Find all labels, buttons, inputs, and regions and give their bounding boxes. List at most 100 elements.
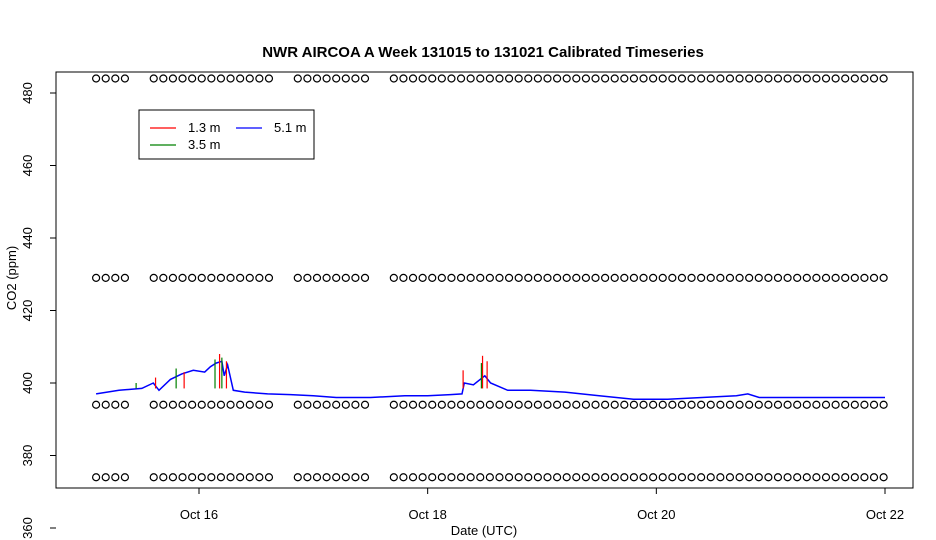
calibration-marker — [649, 473, 658, 482]
calibration-marker — [476, 473, 485, 482]
calibration-marker — [668, 473, 677, 482]
legend-label: 5.1 m — [274, 120, 307, 135]
calibration-marker — [236, 74, 245, 83]
chart-title: NWR AIRCOA A Week 131015 to 131021 Calib… — [262, 44, 704, 61]
calibration-marker — [485, 74, 494, 83]
calibration-marker — [495, 473, 504, 482]
calibration-marker — [264, 74, 274, 83]
y-tick-label: 400 — [20, 372, 35, 394]
calibration-marker — [351, 273, 360, 282]
calibration-marker — [428, 473, 437, 482]
calibration-marker — [649, 273, 658, 282]
calibration-marker — [226, 273, 235, 282]
calibration-marker — [860, 74, 869, 83]
calibration-marker — [841, 74, 850, 83]
calibration-marker — [408, 273, 418, 282]
calibration-marker — [860, 400, 869, 409]
calibration-marker — [245, 273, 254, 282]
calibration-marker — [725, 74, 735, 83]
calibration-marker — [812, 400, 821, 409]
calibration-marker — [351, 400, 360, 409]
calibration-marker — [341, 273, 350, 282]
calibration-marker — [745, 273, 754, 282]
calibration-marker — [188, 473, 197, 482]
x-tick-label: Oct 22 — [866, 507, 904, 522]
calibration-marker — [197, 273, 206, 282]
calibration-marker — [879, 400, 888, 409]
calibration-marker — [408, 473, 418, 482]
calibration-marker — [332, 273, 341, 282]
calibration-marker — [543, 74, 552, 83]
calibration-marker — [552, 473, 562, 482]
calibration-marker — [620, 400, 629, 409]
calibration-marker — [101, 74, 110, 83]
calibration-marker — [601, 74, 610, 83]
legend: 1.3 m 3.5 m 5.1 m — [138, 109, 315, 160]
calibration-marker — [168, 273, 178, 282]
calibration-marker — [754, 400, 763, 409]
calibration-marker — [620, 273, 629, 282]
calibration-marker — [293, 473, 302, 482]
calibration-marker — [159, 273, 168, 282]
calibration-marker — [879, 74, 888, 83]
calibration-marker — [178, 400, 187, 409]
calibration-marker — [236, 273, 245, 282]
calibration-marker — [293, 400, 302, 409]
calibration-marker — [562, 473, 571, 482]
calibration-marker — [111, 273, 120, 282]
calibration-marker — [552, 273, 562, 282]
calibration-marker — [821, 400, 831, 409]
calibration-marker — [610, 273, 619, 282]
calibration-marker — [735, 473, 744, 482]
calibration-marker — [418, 74, 427, 83]
calibration-marker — [178, 74, 187, 83]
calibration-marker — [149, 400, 158, 409]
calibration-marker — [572, 273, 581, 282]
calibration-marker — [572, 473, 581, 482]
calibration-marker — [120, 74, 130, 83]
calibration-marker — [773, 273, 783, 282]
calibration-marker — [620, 74, 629, 83]
calibration-marker — [687, 74, 696, 83]
calibration-marker — [697, 473, 706, 482]
calibration-marker — [543, 273, 552, 282]
calibration-marker — [581, 400, 591, 409]
calibration-marker — [639, 273, 648, 282]
calibration-marker — [745, 473, 754, 482]
calibration-marker — [389, 400, 398, 409]
calibration-marker — [524, 273, 533, 282]
calibration-marker — [793, 74, 802, 83]
calibration-marker — [428, 74, 437, 83]
y-tick-label: 440 — [20, 227, 35, 249]
calibration-marker — [159, 400, 168, 409]
calibration-marker — [466, 400, 475, 409]
x-tick-label: Oct 18 — [409, 507, 447, 522]
calibration-marker — [495, 273, 504, 282]
calibration-marker — [831, 473, 840, 482]
calibration-marker — [629, 74, 639, 83]
calibration-marker — [879, 473, 888, 482]
calibration-marker — [601, 400, 610, 409]
calibration-marker — [389, 473, 398, 482]
calibration-marker — [360, 473, 370, 482]
calibration-marker — [591, 473, 600, 482]
calibration-marker — [869, 473, 879, 482]
calibration-marker — [216, 400, 226, 409]
calibration-marker — [91, 400, 101, 409]
calibration-marker — [456, 273, 466, 282]
legend-box — [138, 109, 315, 160]
calibration-marker — [725, 273, 735, 282]
calibration-marker — [514, 400, 523, 409]
calibration-marker — [447, 400, 456, 409]
calibration-marker — [716, 473, 725, 482]
calibration-marker — [207, 74, 216, 83]
calibration-marker — [255, 74, 264, 83]
calibration-marker — [620, 473, 629, 482]
calibration-marker — [399, 74, 408, 83]
calibration-marker — [341, 473, 350, 482]
calibration-marker — [841, 400, 850, 409]
calibration-marker — [629, 473, 639, 482]
calibration-marker — [812, 473, 821, 482]
calibration-marker — [418, 273, 427, 282]
calibration-marker — [101, 273, 110, 282]
